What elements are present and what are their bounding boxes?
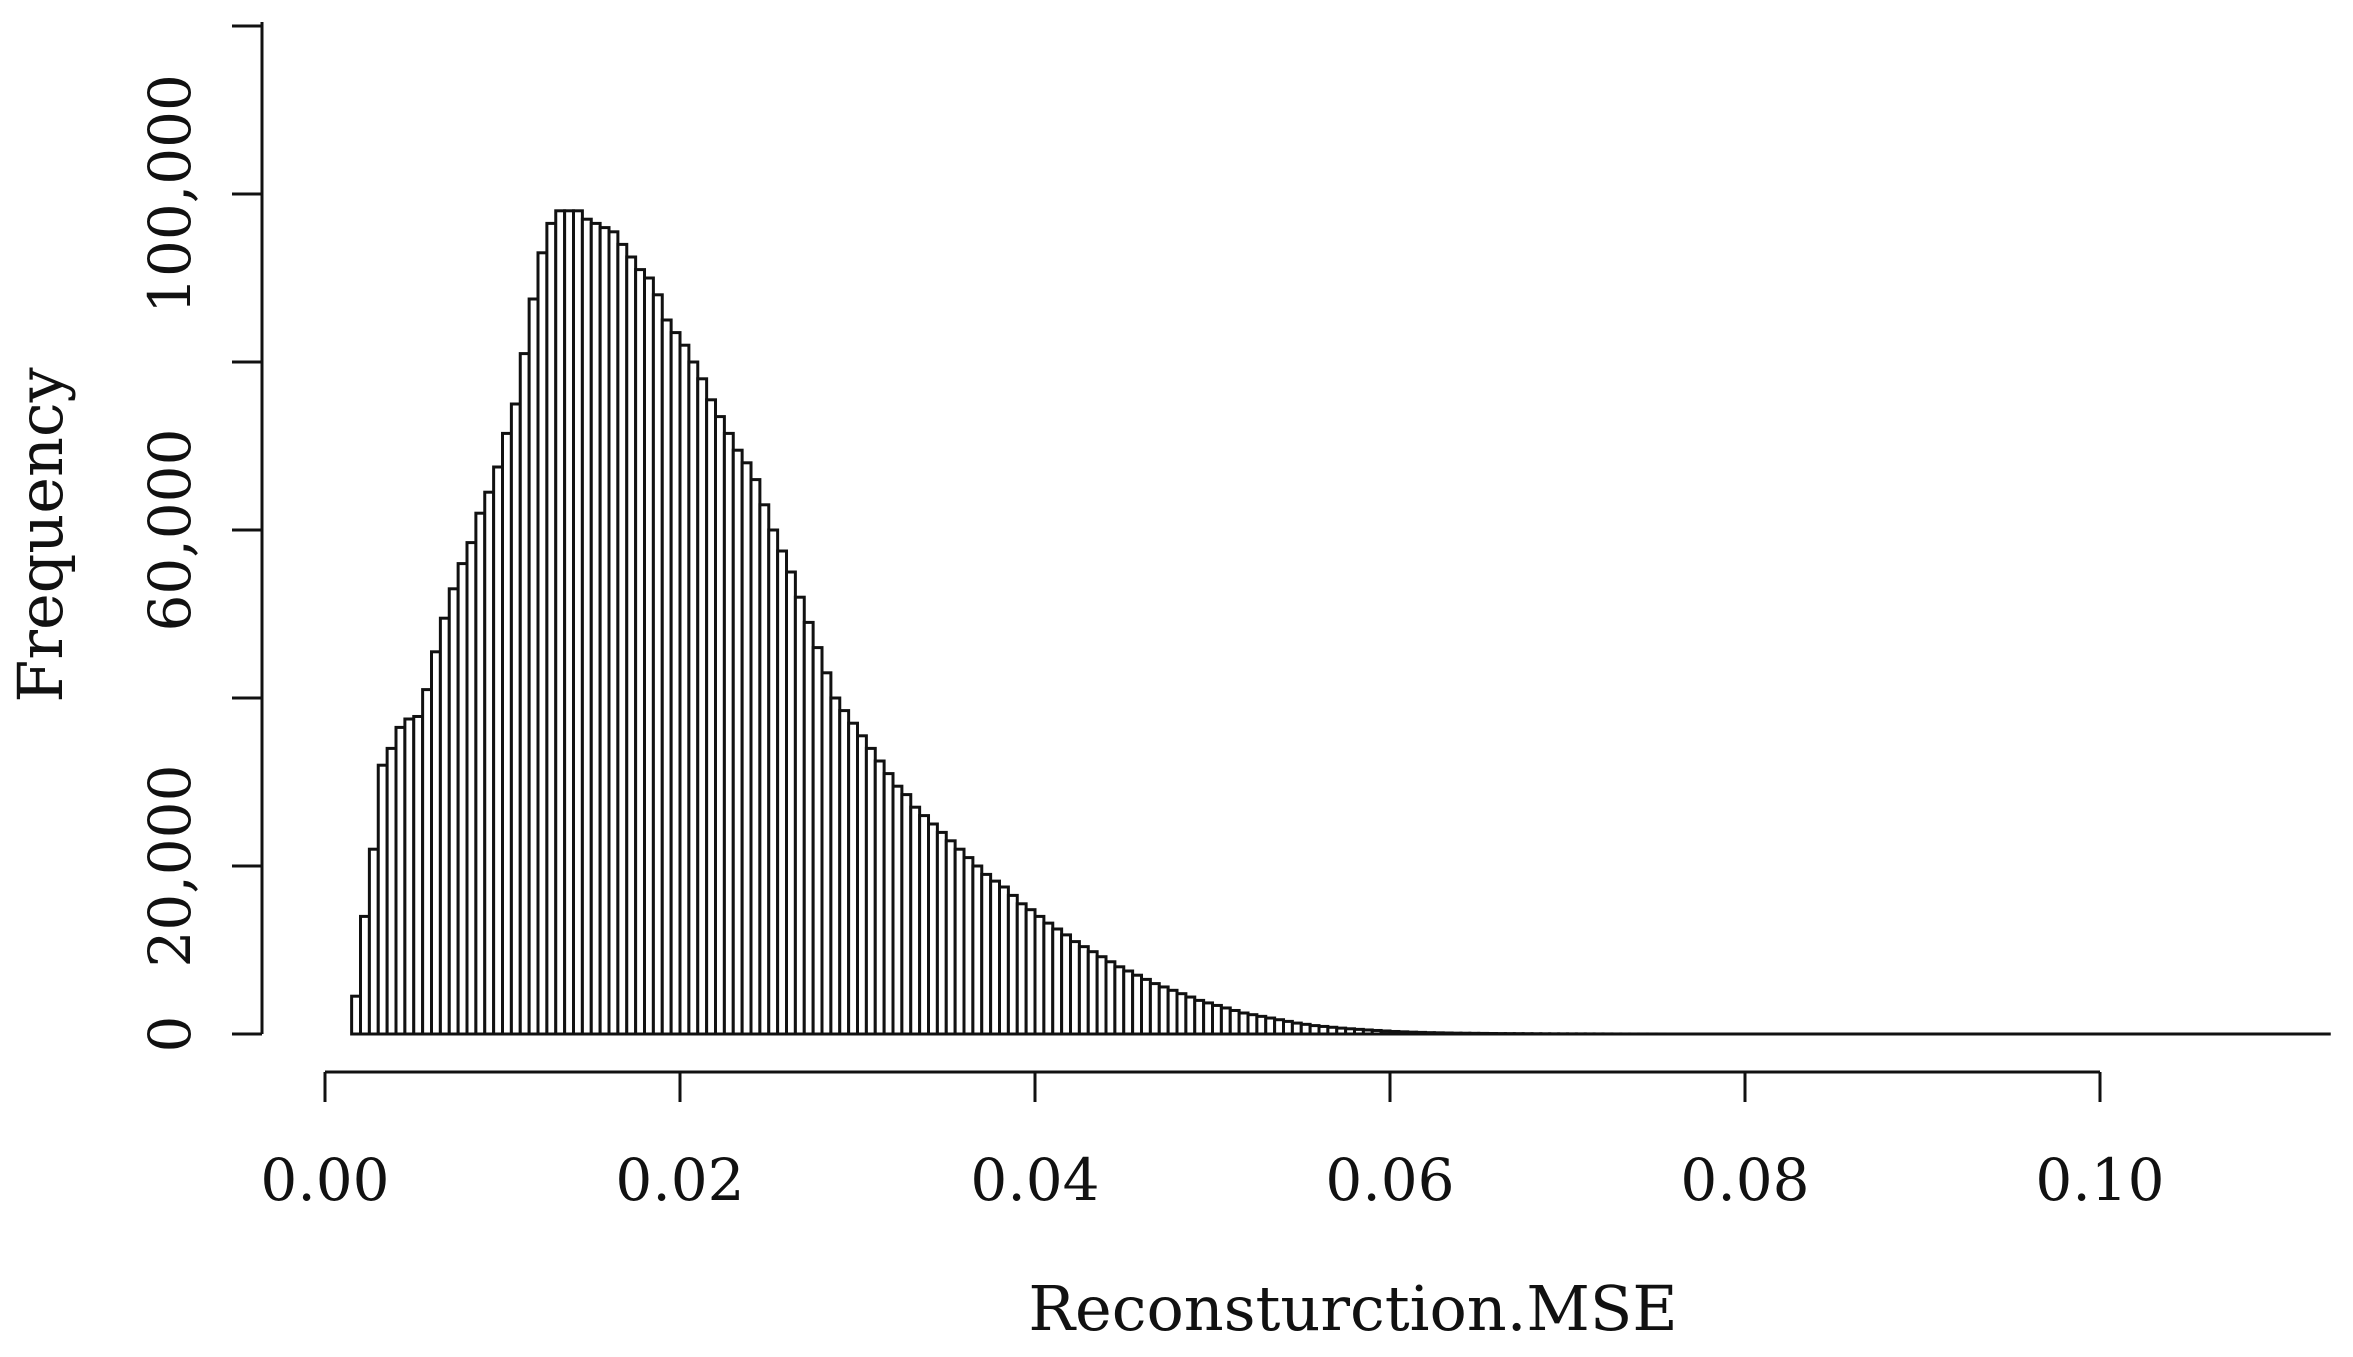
x-tick-label: 0.06 bbox=[1325, 1146, 1454, 1214]
y-tick-label: 60,000 bbox=[136, 429, 204, 632]
x-tick-label: 0.08 bbox=[1680, 1146, 1809, 1214]
x-axis-title: Reconsturction.MSE bbox=[1028, 1272, 1677, 1345]
histogram-bars bbox=[350, 209, 1667, 1036]
x-axis: 0.00 0.02 0.04 0.06 0.08 0.10 bbox=[260, 1070, 2165, 1214]
y-tick-label: 20,000 bbox=[136, 765, 204, 968]
x-tick-label: 0.10 bbox=[2035, 1146, 2164, 1214]
x-tick-label: 0.00 bbox=[260, 1146, 389, 1214]
x-tick-label: 0.04 bbox=[970, 1146, 1099, 1214]
y-axis-title: Frequency bbox=[4, 367, 77, 702]
y-tick-label: 0 bbox=[136, 1016, 204, 1053]
y-tick-label: 100,000 bbox=[136, 74, 204, 314]
y-axis: 0 20,000 60,000 100,000 bbox=[136, 22, 264, 1053]
x-tick-label: 0.02 bbox=[615, 1146, 744, 1214]
